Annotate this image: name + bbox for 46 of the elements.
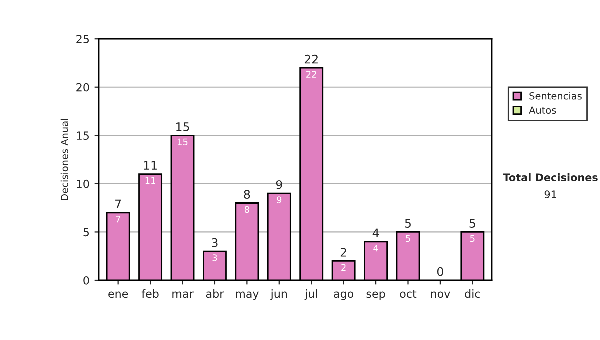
x-tick-label: mar	[172, 292, 194, 298]
total-label: 0	[437, 267, 444, 276]
data-label: 11	[146, 177, 156, 184]
text: Total Decisiones	[503, 173, 598, 182]
data-label: 9	[277, 196, 282, 204]
data-label: 4	[374, 245, 378, 252]
total-label: 7	[116, 200, 122, 209]
total-label: 8	[244, 190, 250, 200]
x-tick-label: feb	[142, 290, 159, 298]
y-tick-label: 25	[76, 35, 89, 44]
x-tick-label: jul	[304, 290, 318, 300]
x-tick-label: abr	[206, 290, 224, 298]
y-axis-title: Decisiones Anual	[60, 119, 68, 200]
total-label: 15	[176, 122, 190, 132]
x-tick-label: oct	[400, 290, 417, 298]
y-tick-label: 0	[84, 276, 90, 285]
data-label: 22	[306, 71, 316, 78]
total-label: 9	[276, 180, 282, 190]
total-label: 5	[470, 219, 476, 228]
y-tick-label: 15	[77, 132, 89, 140]
data-label: 15	[178, 138, 188, 146]
legend-label: Autos	[529, 106, 556, 114]
data-label: 7	[116, 216, 120, 223]
x-tick-label: ago	[334, 292, 354, 300]
y-tick-label: 5	[84, 228, 89, 237]
total-label: 5	[405, 219, 411, 228]
legend-label: Sentencias	[530, 92, 582, 100]
total-label: 22	[304, 54, 318, 64]
data-label: 5	[470, 235, 475, 242]
data-label: 5	[406, 235, 410, 242]
data-label: 2	[342, 264, 346, 271]
y-tick-label: 20	[76, 83, 90, 92]
x-tick-label: dic	[465, 290, 480, 298]
total-label: 11	[144, 161, 157, 170]
x-tick-label: sep	[366, 292, 386, 300]
x-tick-label: jun	[270, 290, 288, 300]
data-label: 3	[212, 254, 218, 262]
x-tick-label: may	[236, 292, 259, 300]
total-label: 4	[372, 228, 380, 238]
total-label: 2	[340, 248, 346, 257]
total-label: 3	[212, 238, 218, 248]
data-label: 8	[244, 206, 250, 214]
x-tick-label: nov	[431, 292, 450, 298]
x-tick-label: ene	[108, 292, 128, 298]
y-tick-label: 10	[77, 180, 90, 188]
text: 91	[544, 190, 556, 199]
